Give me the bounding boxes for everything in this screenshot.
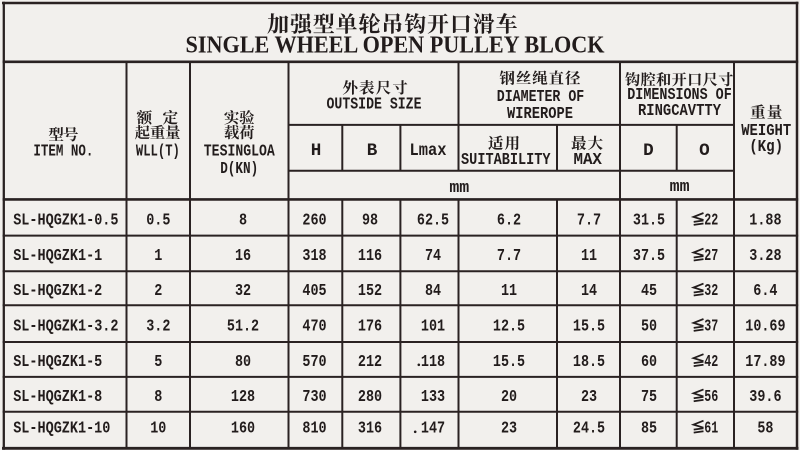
svg-text:SL-HQGZK1-10: SL-HQGZK1-10: [13, 418, 110, 437]
svg-text:ITEM NO.: ITEM NO.: [33, 142, 93, 161]
svg-text:405: 405: [302, 281, 326, 300]
svg-text:32: 32: [704, 282, 718, 300]
svg-text:SINGLE WHEEL OPEN PULLEY BLOCK: SINGLE WHEEL OPEN PULLEY BLOCK: [186, 32, 605, 59]
svg-text:11: 11: [501, 281, 517, 300]
svg-text:1: 1: [154, 246, 162, 265]
svg-text:32: 32: [235, 281, 251, 300]
svg-text:7.7: 7.7: [497, 246, 521, 265]
svg-text:D: D: [643, 141, 654, 161]
svg-text:12.5: 12.5: [493, 317, 525, 336]
svg-text:39.6: 39.6: [749, 387, 781, 406]
svg-text:75: 75: [641, 387, 657, 406]
svg-text:24.5: 24.5: [573, 418, 605, 437]
svg-text:128: 128: [231, 387, 255, 406]
svg-text:D(KN): D(KN): [220, 159, 258, 178]
svg-text:212: 212: [358, 352, 382, 371]
svg-text:31.5: 31.5: [633, 211, 665, 230]
svg-text:WLL(T): WLL(T): [136, 142, 180, 161]
svg-text:58: 58: [757, 418, 773, 437]
svg-text:mm: mm: [670, 177, 690, 196]
svg-text:51.2: 51.2: [227, 317, 259, 336]
svg-text:TESINGLOA: TESINGLOA: [204, 142, 275, 161]
svg-text:730: 730: [302, 387, 326, 406]
svg-text:45: 45: [641, 281, 657, 300]
svg-text:280: 280: [358, 387, 382, 406]
svg-text:mm: mm: [449, 178, 469, 197]
svg-text:6.2: 6.2: [497, 211, 521, 230]
svg-text:56: 56: [704, 388, 718, 406]
svg-text:7.7: 7.7: [577, 211, 601, 230]
svg-text:SL-HQGZK1-2: SL-HQGZK1-2: [13, 281, 102, 300]
svg-text:23: 23: [501, 418, 517, 437]
svg-text:84: 84: [425, 281, 441, 300]
svg-text:118: 118: [421, 352, 445, 371]
svg-text:570: 570: [302, 352, 326, 371]
svg-text:18.5: 18.5: [573, 352, 605, 371]
svg-text:SL-HQGZK1-1: SL-HQGZK1-1: [13, 246, 102, 265]
svg-text:5: 5: [154, 352, 162, 371]
svg-text:Lmax: Lmax: [410, 142, 447, 161]
svg-text:14: 14: [581, 281, 597, 300]
svg-text:101: 101: [421, 317, 445, 336]
svg-text:37: 37: [704, 318, 718, 336]
svg-text:SL-HQGZK1-3.2: SL-HQGZK1-3.2: [13, 317, 118, 336]
svg-text:50: 50: [641, 317, 657, 336]
svg-text:RINGCAVTTY: RINGCAVTTY: [638, 101, 721, 120]
svg-text:16: 16: [235, 246, 251, 265]
svg-text:15.5: 15.5: [573, 317, 605, 336]
svg-text:74: 74: [425, 246, 441, 265]
svg-text:6.4: 6.4: [753, 281, 777, 300]
svg-text:1.88: 1.88: [749, 211, 781, 230]
svg-text:O: O: [699, 141, 710, 161]
svg-text:10.69: 10.69: [745, 317, 785, 336]
svg-text:23: 23: [581, 387, 597, 406]
svg-text:470: 470: [302, 317, 326, 336]
svg-text:85: 85: [641, 418, 657, 437]
svg-text:98: 98: [362, 211, 378, 230]
svg-text:160: 160: [231, 418, 255, 437]
svg-text:80: 80: [235, 352, 251, 371]
svg-text:SUITABILITY: SUITABILITY: [461, 150, 551, 169]
svg-text:27: 27: [704, 247, 718, 265]
svg-text:62.5: 62.5: [417, 211, 449, 230]
svg-text:SL-HQGZK1-8: SL-HQGZK1-8: [13, 387, 102, 406]
svg-text:20: 20: [501, 387, 517, 406]
svg-text:8: 8: [154, 387, 162, 406]
svg-text:2: 2: [154, 281, 162, 300]
svg-text:DIMENSIONS OF: DIMENSIONS OF: [627, 85, 732, 104]
svg-text:810: 810: [302, 418, 326, 437]
svg-text:SL-HQGZK1-5: SL-HQGZK1-5: [13, 352, 102, 371]
svg-text:116: 116: [358, 246, 382, 265]
svg-text:316: 316: [358, 418, 382, 437]
svg-text:22: 22: [704, 212, 718, 230]
svg-text:133: 133: [421, 387, 445, 406]
svg-text:60: 60: [641, 352, 657, 371]
svg-text:3.2: 3.2: [146, 317, 170, 336]
svg-text:318: 318: [302, 246, 326, 265]
svg-text:OUTSIDE SIZE: OUTSIDE SIZE: [327, 95, 422, 114]
svg-text:8: 8: [239, 211, 247, 230]
svg-text:H: H: [311, 141, 322, 161]
svg-text:42: 42: [704, 353, 718, 371]
svg-text:DIAMETER OF: DIAMETER OF: [497, 87, 585, 106]
svg-text:10: 10: [150, 418, 166, 437]
svg-text:WEIGHT: WEIGHT: [741, 121, 791, 140]
svg-text:147: 147: [421, 418, 445, 437]
svg-text:SL-HQGZK1-0.5: SL-HQGZK1-0.5: [13, 211, 118, 230]
svg-text:B: B: [367, 141, 378, 161]
svg-text:WIREROPE: WIREROPE: [507, 104, 573, 123]
svg-text:152: 152: [358, 281, 382, 300]
svg-text:MAX: MAX: [573, 150, 602, 169]
svg-text:260: 260: [302, 211, 326, 230]
svg-text:(Kg): (Kg): [749, 137, 783, 156]
svg-text:61: 61: [704, 419, 718, 437]
svg-text:11: 11: [581, 246, 597, 265]
svg-text:3.28: 3.28: [749, 246, 781, 265]
svg-text:17.89: 17.89: [745, 352, 785, 371]
svg-text:15.5: 15.5: [493, 352, 525, 371]
svg-text:0.5: 0.5: [146, 211, 170, 230]
svg-text:176: 176: [358, 317, 382, 336]
svg-text:37.5: 37.5: [633, 246, 665, 265]
